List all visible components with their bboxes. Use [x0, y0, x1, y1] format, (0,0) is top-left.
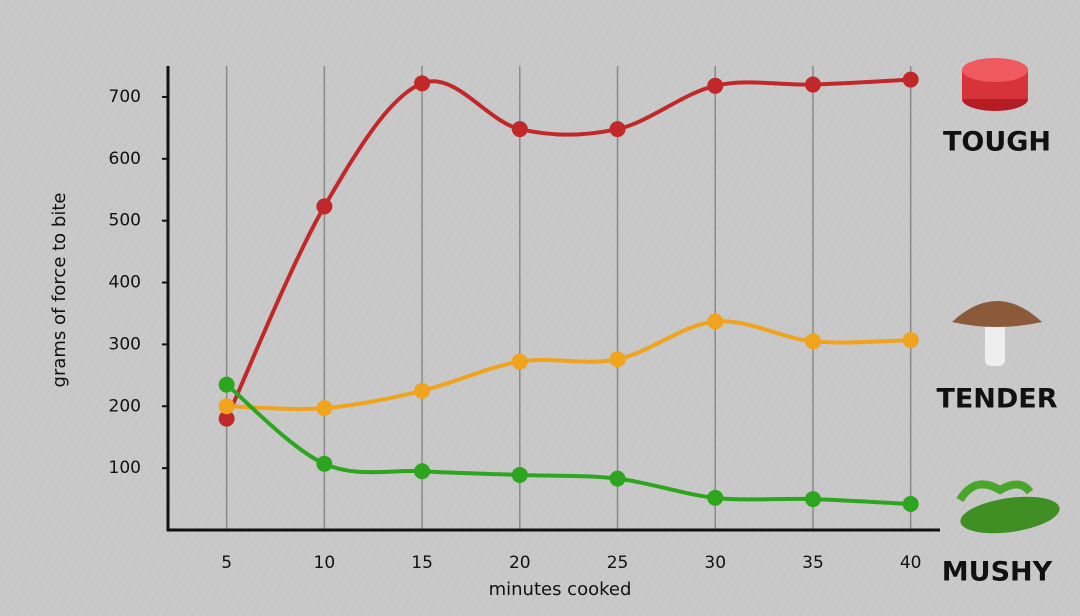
data-point	[218, 376, 235, 393]
series-label: TOUGH	[943, 127, 1051, 158]
data-point	[511, 353, 528, 370]
y-axis-label: grams of force to bite	[49, 193, 70, 388]
data-point	[511, 466, 528, 483]
y-tick-label: 700	[109, 87, 141, 107]
data-point	[414, 463, 431, 480]
data-point	[902, 496, 919, 513]
data-point	[218, 398, 235, 415]
data-point	[804, 491, 821, 508]
x-tick-label: 5	[221, 553, 232, 573]
data-point	[414, 75, 431, 92]
data-point	[316, 455, 333, 472]
data-point	[902, 71, 919, 88]
zucchini-icon	[956, 480, 1060, 534]
x-tick-label: 30	[704, 553, 726, 573]
y-tick-label: 400	[109, 273, 141, 293]
x-tick-label: 40	[900, 553, 922, 573]
data-point	[707, 313, 724, 330]
data-point	[218, 410, 235, 427]
y-tick-label: 200	[109, 396, 141, 416]
data-point	[804, 333, 821, 350]
axes	[166, 66, 940, 532]
data-point	[414, 382, 431, 399]
data-point	[511, 121, 528, 138]
meat-icon	[962, 58, 1028, 111]
series-label: TENDER	[936, 384, 1057, 415]
data-point	[804, 76, 821, 93]
series-label: MUSHY	[942, 557, 1053, 588]
x-tick-label: 20	[509, 553, 531, 573]
x-tick-label: 10	[314, 553, 336, 573]
y-tick-label: 300	[109, 334, 141, 354]
x-axis-label: minutes cooked	[489, 579, 632, 600]
y-tick-label: 500	[109, 211, 141, 231]
series-line	[226, 319, 911, 411]
x-tick-label: 15	[411, 553, 433, 573]
y-tick-label: 600	[109, 149, 141, 169]
data-point	[609, 351, 626, 368]
data-point	[707, 489, 724, 506]
data-point	[609, 121, 626, 138]
data-point	[609, 470, 626, 487]
x-tick-label: 35	[802, 553, 824, 573]
data-point	[316, 198, 333, 215]
y-tick-label: 100	[109, 458, 141, 478]
x-tick-label: 25	[607, 553, 629, 573]
mushroom-icon	[952, 301, 1042, 366]
data-point	[707, 77, 724, 94]
data-point	[902, 332, 919, 349]
data-point	[316, 400, 333, 417]
